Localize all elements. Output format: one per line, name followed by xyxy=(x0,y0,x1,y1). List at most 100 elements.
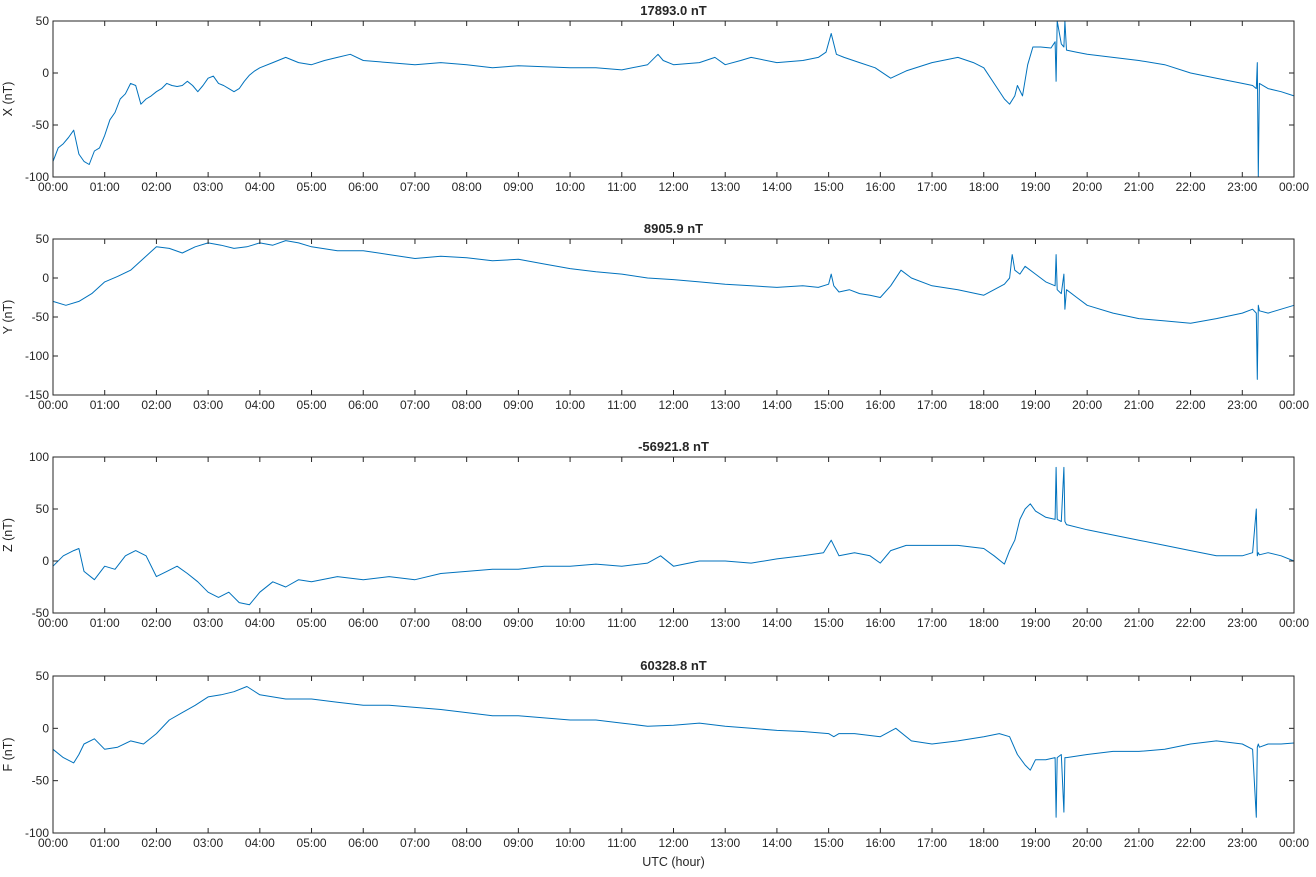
y-tick-label: -150 xyxy=(25,388,49,402)
x-tick-label: 08:00 xyxy=(452,180,482,194)
x-tick-label: 00:00 xyxy=(1279,616,1309,630)
x-tick-label: 01:00 xyxy=(90,180,120,194)
x-tick-label: 06:00 xyxy=(348,616,378,630)
x-tick-label: 03:00 xyxy=(193,398,223,412)
panel-x: 00:00 01:00 02:00 03:00 04:00 05:00 06:00 07:00… xyxy=(1,3,1309,194)
x-tick-label: 00:00 xyxy=(1279,180,1309,194)
x-tick-label: 09:00 xyxy=(503,180,533,194)
y-tick-label: -100 xyxy=(25,826,49,840)
x-tick-label: 01:00 xyxy=(90,616,120,630)
x-tick-label: 08:00 xyxy=(452,836,482,850)
x-tick-label: 04:00 xyxy=(245,180,275,194)
x-tick-label: 02:00 xyxy=(141,398,171,412)
series-line-0 xyxy=(52,240,1295,380)
x-tick-label: 02:00 xyxy=(141,836,171,850)
x-tick-label: 18:00 xyxy=(969,398,999,412)
axes-box xyxy=(52,20,1295,178)
x-tick-label: 17:00 xyxy=(917,180,947,194)
axes-box xyxy=(52,238,1295,396)
panel-y: 00:00 01:00 02:00 03:00 04:00 05:00 06:00 07:00… xyxy=(1,221,1309,412)
x-tick-label: 11:00 xyxy=(607,180,636,194)
x-tick-label: 16:00 xyxy=(865,836,895,850)
x-tick-label: 12:00 xyxy=(658,836,688,850)
x-tick-label: 06:00 xyxy=(348,180,378,194)
panel-title: 8905.9 nT xyxy=(644,221,703,236)
x-tick-label: 05:00 xyxy=(297,616,327,630)
panel-title: -56921.8 nT xyxy=(638,439,709,454)
x-tick-label: 18:00 xyxy=(969,180,999,194)
x-tick-label: 14:00 xyxy=(762,180,792,194)
x-tick-label: 00:00 xyxy=(38,180,68,194)
x-tick-label: 15:00 xyxy=(814,836,844,850)
y-tick-label: 0 xyxy=(42,66,49,80)
x-tick-label: 15:00 xyxy=(814,398,844,412)
x-tick-label: 20:00 xyxy=(1072,836,1102,850)
x-tick-label: 09:00 xyxy=(503,616,533,630)
panel-title: 60328.8 nT xyxy=(640,658,707,673)
y-axis-label: F (nT) xyxy=(1,737,15,771)
x-tick-label: 15:00 xyxy=(814,180,844,194)
x-tick-label: 21:00 xyxy=(1124,398,1154,412)
panel-z: 00:00 01:00 02:00 03:00 04:00 05:00 06:00 07:00… xyxy=(1,439,1309,630)
x-tick-label: 11:00 xyxy=(607,616,636,630)
x-tick-label: 18:00 xyxy=(969,616,999,630)
x-tick-label: 02:00 xyxy=(141,616,171,630)
x-tick-label: 03:00 xyxy=(193,836,223,850)
x-tick-label: 07:00 xyxy=(400,180,430,194)
x-tick-label: 09:00 xyxy=(503,398,533,412)
y-axis-label: Z (nT) xyxy=(1,518,15,552)
x-tick-label: 23:00 xyxy=(1227,180,1257,194)
x-tick-label: 19:00 xyxy=(1020,616,1050,630)
x-tick-label: 20:00 xyxy=(1072,398,1102,412)
x-tick-label: 08:00 xyxy=(452,616,482,630)
x-tick-label: 14:00 xyxy=(762,836,792,850)
x-tick-label: 08:00 xyxy=(452,398,482,412)
x-tick-label: 11:00 xyxy=(607,836,636,850)
y-tick-label: -100 xyxy=(25,170,49,184)
x-tick-label: 04:00 xyxy=(245,616,275,630)
x-tick-label: 10:00 xyxy=(555,836,585,850)
x-tick-label: 07:00 xyxy=(400,836,430,850)
x-tick-label: 06:00 xyxy=(348,398,378,412)
x-tick-label: 03:00 xyxy=(193,616,223,630)
x-tick-label: 00:00 xyxy=(1279,398,1309,412)
x-tick-label: 17:00 xyxy=(917,616,947,630)
x-tick-label: 17:00 xyxy=(917,836,947,850)
y-axis-label: Y (nT) xyxy=(1,300,15,335)
x-tick-label: 13:00 xyxy=(710,616,740,630)
x-tick-label: 20:00 xyxy=(1072,180,1102,194)
x-tick-label: 16:00 xyxy=(865,180,895,194)
series-line-0 xyxy=(52,20,1295,178)
panel-title: 17893.0 nT xyxy=(640,3,707,18)
y-tick-label: 50 xyxy=(36,502,50,516)
y-tick-label: 100 xyxy=(29,450,49,464)
y-axis-label: X (nT) xyxy=(1,82,15,117)
x-tick-label: 01:00 xyxy=(90,836,120,850)
x-tick-label: 00:00 xyxy=(38,616,68,630)
x-tick-label: 22:00 xyxy=(1176,398,1206,412)
x-tick-label: 07:00 xyxy=(400,398,430,412)
panel-f: 00:00 01:00 02:00 03:00 04:00 05:00 06:00 07:00… xyxy=(1,658,1309,869)
series-line-0 xyxy=(52,686,1295,818)
y-tick-label: -50 xyxy=(32,774,50,788)
x-tick-label: 03:00 xyxy=(193,180,223,194)
y-tick-label: 0 xyxy=(42,554,49,568)
x-tick-label: 19:00 xyxy=(1020,836,1050,850)
y-tick-label: -50 xyxy=(32,310,50,324)
x-tick-label: 10:00 xyxy=(555,398,585,412)
x-tick-label: 22:00 xyxy=(1176,180,1206,194)
x-tick-label: 00:00 xyxy=(1279,836,1309,850)
x-tick-label: 00:00 xyxy=(38,398,68,412)
x-tick-label: 23:00 xyxy=(1227,398,1257,412)
y-tick-label: 0 xyxy=(42,271,49,285)
y-tick-label: 50 xyxy=(36,669,50,683)
y-tick-label: -100 xyxy=(25,349,49,363)
x-tick-label: 21:00 xyxy=(1124,616,1154,630)
x-tick-label: 12:00 xyxy=(658,180,688,194)
x-tick-label: 09:00 xyxy=(503,836,533,850)
x-tick-label: 22:00 xyxy=(1176,616,1206,630)
x-tick-label: 14:00 xyxy=(762,616,792,630)
x-tick-label: 10:00 xyxy=(555,616,585,630)
